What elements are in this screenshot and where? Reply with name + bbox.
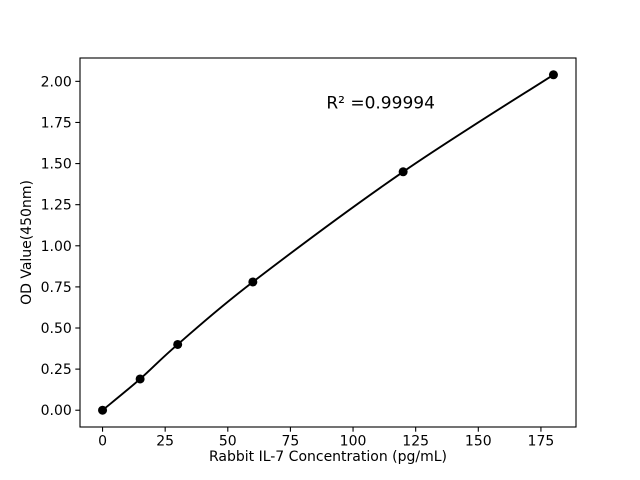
y-tick-label: 0.50 (41, 321, 72, 337)
x-axis-label: Rabbit IL-7 Concentration (pg/mL) (209, 449, 447, 465)
data-point-marker (173, 339, 183, 349)
x-tick-label: 25 (156, 434, 174, 450)
y-tick-label: 2.00 (41, 74, 72, 90)
y-tick-label: 1.75 (41, 115, 72, 131)
y-tick-label: 1.00 (41, 239, 72, 255)
data-point-marker (135, 374, 145, 384)
x-tick-label: 175 (528, 434, 555, 450)
data-point-marker (548, 70, 558, 80)
y-tick-label: 1.25 (41, 198, 72, 214)
y-tick-label: 0.25 (41, 362, 72, 378)
y-tick-label: 1.50 (41, 157, 72, 173)
y-axis-label: OD Value(450nm) (19, 180, 35, 305)
data-point-marker (248, 277, 258, 287)
x-tick-label: 150 (465, 434, 492, 450)
axes-spines (79, 57, 577, 428)
x-tick-label: 125 (402, 434, 429, 450)
x-tick-label: 0 (98, 434, 107, 450)
x-tick-label: 50 (219, 434, 237, 450)
y-tick-label: 0.75 (41, 280, 72, 296)
data-point-marker (98, 405, 108, 415)
x-tick-label: 75 (282, 434, 300, 450)
y-tick-label: 0.00 (41, 403, 72, 419)
r-squared-annotation: R² =0.99994 (326, 94, 435, 114)
data-point-marker (398, 167, 408, 177)
x-tick-label: 100 (340, 434, 367, 450)
